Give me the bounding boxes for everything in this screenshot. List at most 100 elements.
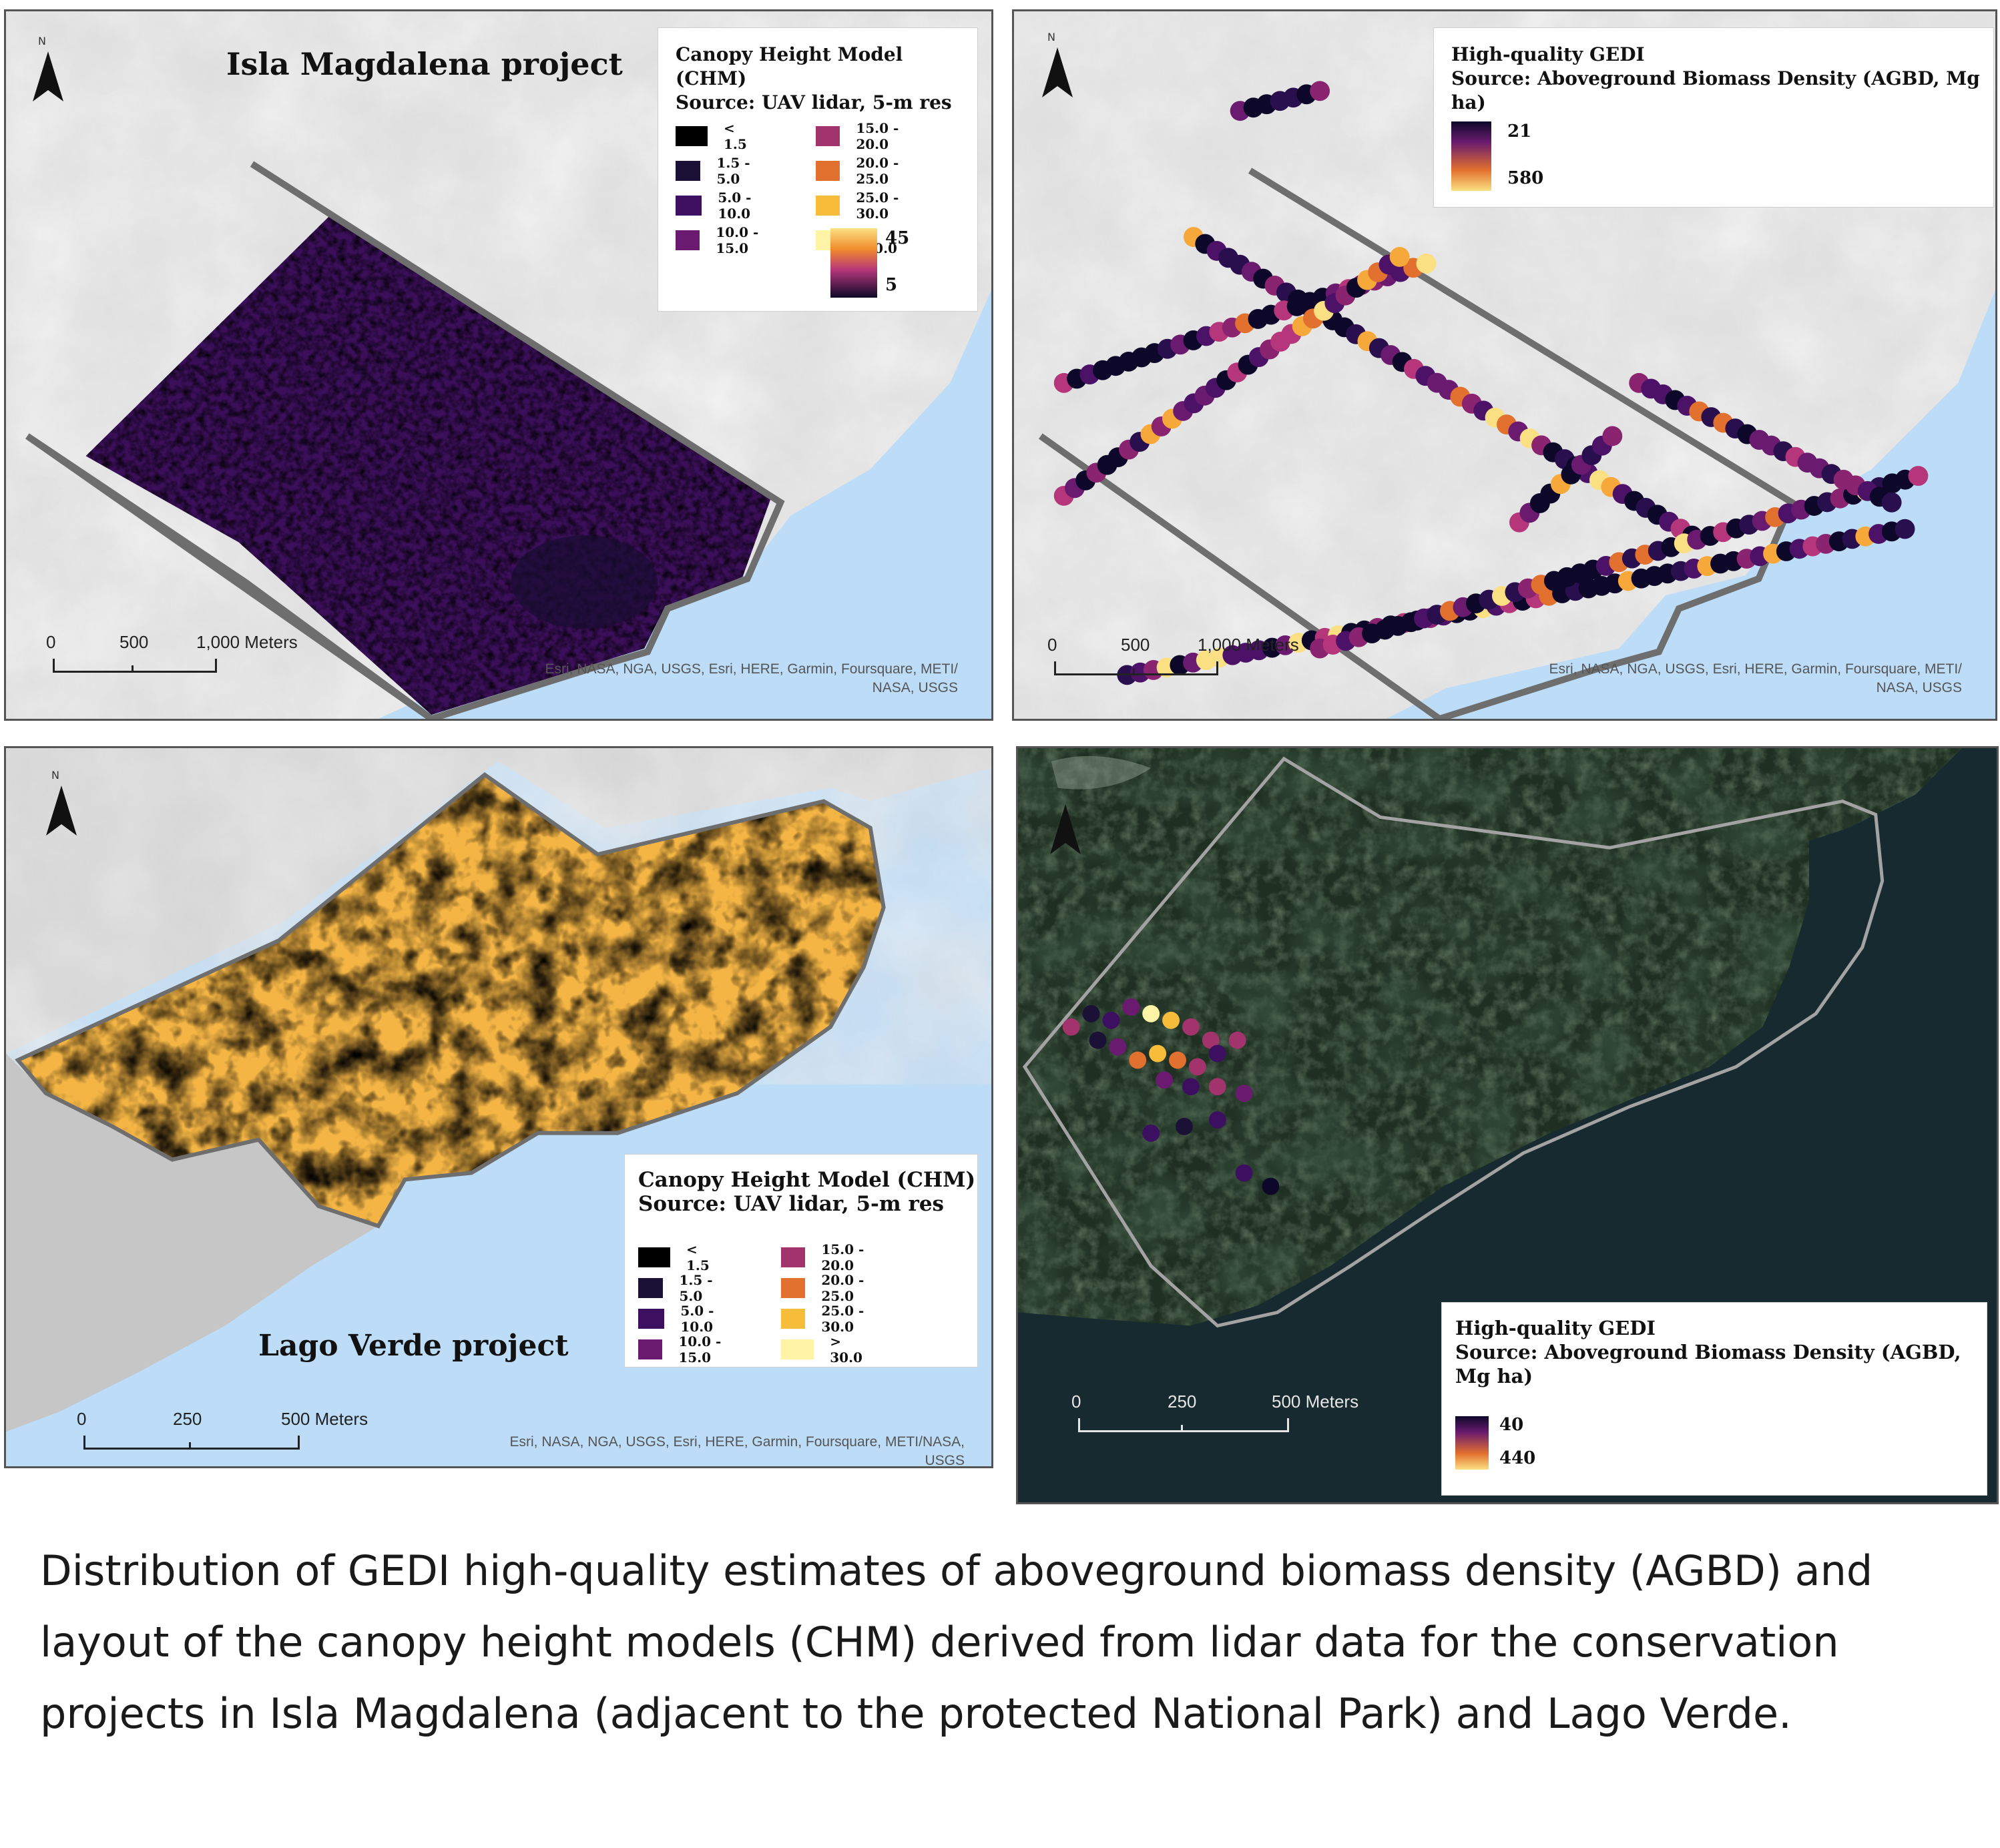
chm-legend: Canopy Height Model (CHM) Source: UAV li… xyxy=(658,27,978,312)
gedi-footprint xyxy=(1208,1078,1226,1096)
legend-class-label: 15.0 - 20.0 xyxy=(856,120,899,152)
gedi-footprint xyxy=(1908,466,1929,486)
north-arrow: N xyxy=(1034,27,1081,101)
map-panel-isla-magdalena-gedi: N High-quality GEDI Source: Aboveground … xyxy=(1012,9,1997,721)
gedi-footprints xyxy=(1053,81,1929,685)
water-body xyxy=(1386,290,1995,719)
gedi-footprint xyxy=(1182,1078,1200,1096)
gedi-footprint xyxy=(1389,247,1410,267)
legend-swatch xyxy=(676,161,701,181)
legend-source: Source: UAV lidar, 5-m res xyxy=(676,91,952,113)
scale-bar: 0 250 500 Meters xyxy=(1071,1392,1379,1445)
gedi-footprint xyxy=(1176,1118,1193,1135)
legend-class-label: 1.5 - 5.0 xyxy=(679,1272,713,1304)
gedi-footprint xyxy=(1262,1177,1280,1195)
project-boundary xyxy=(15,772,886,1229)
legend-class-label: 15.0 - 20.0 xyxy=(821,1241,864,1273)
scale-tick-2: 1,000 Meters xyxy=(196,632,298,652)
gedi-footprint xyxy=(1129,1051,1147,1069)
scale-tick-0: 0 xyxy=(1071,1392,1081,1412)
legend-color-ramp xyxy=(830,228,877,298)
gedi-footprint xyxy=(1416,253,1437,274)
gedi-footprint xyxy=(1082,1004,1100,1022)
scale-line xyxy=(53,659,217,673)
map-credits: Esri, NASA, NGA, USGS, Esri, HERE, Garmi… xyxy=(545,661,958,695)
legend-source: Source: Aboveground Biomass Density (AGB… xyxy=(1455,1341,1961,1388)
legend-class-item: 10.0 - 15.0 xyxy=(638,1333,727,1365)
scale-tick-1: 500 xyxy=(119,632,149,652)
north-label: N xyxy=(51,769,59,782)
legend-class-item: 25.0 - 30.0 xyxy=(816,190,905,222)
gedi-footprint xyxy=(1149,1044,1167,1062)
legend-swatch xyxy=(781,1309,806,1329)
map-title: Lago Verde project xyxy=(258,1329,569,1363)
legend-swatch xyxy=(676,126,708,146)
gedi-legend: High-quality GEDI Source: Aboveground Bi… xyxy=(1441,1302,1987,1496)
legend-class-label: 20.0 - 25.0 xyxy=(856,155,899,187)
ramp-max-label: 45 xyxy=(885,228,910,248)
legend-class-item: 20.0 - 25.0 xyxy=(781,1272,870,1304)
map-title: Isla Magdalena project xyxy=(226,46,623,82)
legend-class-label: 5.0 - 10.0 xyxy=(680,1303,714,1335)
ramp-min-label: 5 xyxy=(885,275,898,295)
water-body xyxy=(378,290,991,719)
scale-line xyxy=(1054,661,1218,675)
legend-swatch xyxy=(676,230,700,250)
north-arrow-icon xyxy=(33,51,63,101)
gedi-footprint xyxy=(1142,1125,1160,1142)
gedi-footprint xyxy=(1162,1011,1180,1029)
gedi-footprint xyxy=(1142,1004,1160,1022)
north-label: N xyxy=(38,35,46,47)
gedi-footprint xyxy=(1895,519,1915,539)
legend-class-label: 20.0 - 25.0 xyxy=(821,1272,864,1304)
gedi-footprint xyxy=(1235,1085,1253,1103)
scale-tick-1: 250 xyxy=(173,1409,202,1429)
legend-class-item: 20.0 - 25.0 xyxy=(816,155,905,187)
legend-swatch xyxy=(816,161,840,181)
legend-swatch xyxy=(638,1247,670,1267)
map-credits: Esri, NASA, NGA, USGS, Esri, HERE, Garmi… xyxy=(509,1434,965,1468)
legend-swatch xyxy=(638,1309,665,1329)
scale-tick-0: 0 xyxy=(77,1409,87,1429)
ramp-min-label: 40 xyxy=(1499,1415,1524,1435)
legend-class-item: 1.5 - 5.0 xyxy=(638,1272,718,1304)
legend-class-item: 5.0 - 10.0 xyxy=(676,190,764,222)
scale-line xyxy=(1078,1418,1289,1432)
legend-color-ramp xyxy=(1451,121,1491,191)
north-arrow-icon xyxy=(46,786,77,836)
legend-color-ramp xyxy=(1455,1416,1489,1470)
north-arrow: N xyxy=(25,31,71,105)
legend-class-label: < 1.5 xyxy=(686,1241,710,1273)
scale-tick-1: 500 xyxy=(1121,635,1150,655)
legend-source: Source: UAV lidar, 5-m res xyxy=(638,1192,945,1216)
legend-swatch xyxy=(781,1278,806,1298)
north-label: N xyxy=(1047,31,1055,43)
legend-class-item: 5.0 - 10.0 xyxy=(638,1303,727,1335)
gedi-footprint xyxy=(1208,1044,1226,1062)
legend-title: Canopy Height Model (CHM) xyxy=(676,43,903,89)
scale-tick-2: 500 Meters xyxy=(281,1409,368,1429)
map-credits: Esri, NASA, NGA, USGS, Esri, HERE, Garmi… xyxy=(1549,661,1962,695)
gedi-footprint xyxy=(1182,1018,1200,1036)
legend-class-label: > 30.0 xyxy=(830,1333,862,1365)
legend-swatch xyxy=(676,196,702,216)
legend-class-item: < 1.5 xyxy=(638,1241,718,1273)
gedi-footprint xyxy=(1310,81,1330,101)
map-panel-lago-verde-chm: N Canopy Height Model (CHM) Source: UAV … xyxy=(4,746,993,1468)
legend-class-label: 10.0 - 15.0 xyxy=(678,1333,722,1365)
gedi-footprint xyxy=(1202,1031,1220,1049)
legend-class-label: 25.0 - 30.0 xyxy=(821,1303,864,1335)
north-arrow: N xyxy=(38,765,85,839)
legend-swatch xyxy=(638,1278,664,1298)
figure-caption: Distribution of GEDI high-quality estima… xyxy=(40,1546,1873,1738)
gedi-footprint xyxy=(1208,1111,1226,1129)
legend-class-label: 5.0 - 10.0 xyxy=(718,190,752,222)
legend-class-item: < 1.5 xyxy=(676,120,755,152)
legend-class-item: 1.5 - 5.0 xyxy=(676,155,755,187)
hillshade-basemap xyxy=(6,1053,379,1432)
scale-tick-2: 500 Meters xyxy=(1272,1392,1359,1412)
gedi-footprint xyxy=(1169,1051,1186,1069)
gedi-footprints xyxy=(1062,998,1280,1195)
ramp-max-label: 580 xyxy=(1507,168,1544,188)
scale-tick-2: 1,000 Meters xyxy=(1198,635,1299,655)
